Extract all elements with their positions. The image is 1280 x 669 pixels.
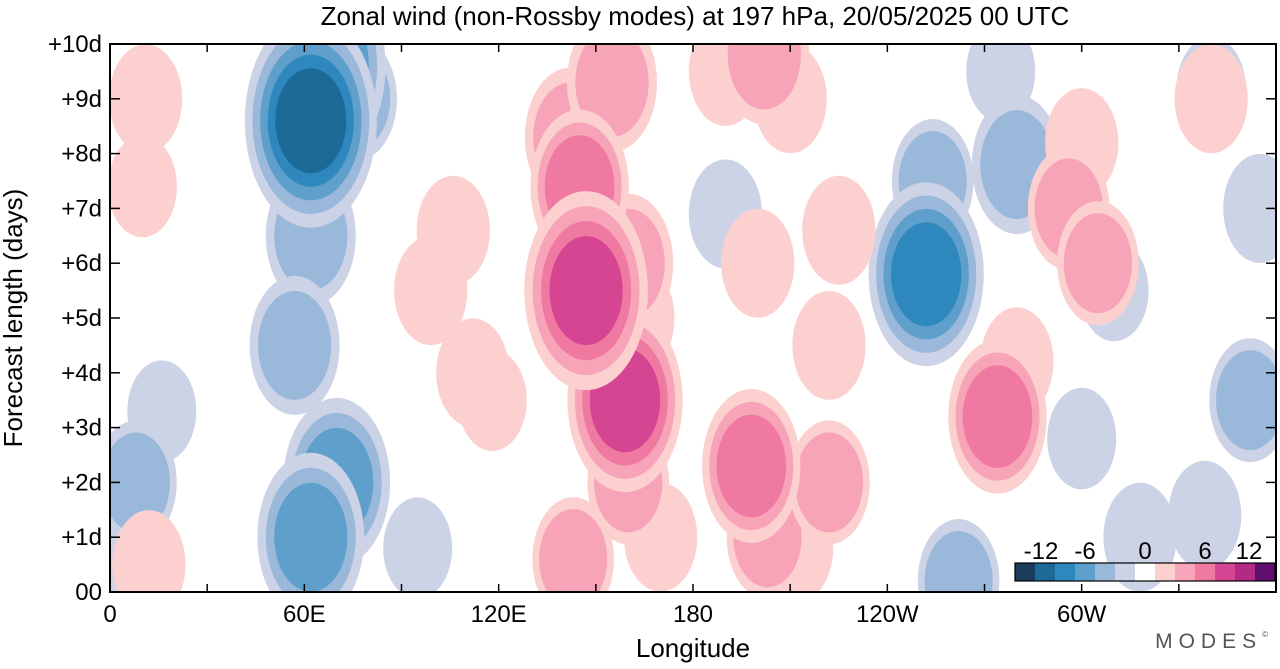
colorbar-swatch (1195, 563, 1216, 581)
colorbar-label: -6 (1074, 538, 1095, 565)
field-feature (1174, 44, 1248, 154)
colorbar-swatch (1075, 563, 1096, 581)
x-axis-ticks: 0 60E 120E 180 120W 60W (103, 44, 1277, 628)
chart-title: Zonal wind (non-Rossby modes) at 197 hPa… (321, 1, 1070, 31)
field-feature (110, 44, 183, 154)
field-feature (274, 482, 348, 592)
field-feature (962, 365, 1033, 468)
colorbar-swatch (1035, 563, 1056, 581)
colorbar-swatch (1055, 563, 1076, 581)
colorbar-label: 6 (1198, 538, 1211, 565)
field-feature (539, 509, 608, 592)
field-feature (1047, 387, 1117, 490)
modes-logo: MODES© (1155, 630, 1268, 653)
field-feature (792, 290, 866, 400)
y-axis-label: Forecast length (days) (0, 189, 28, 448)
negative-anomaly-fields (110, 44, 1276, 592)
field-feature (110, 432, 170, 533)
colorbar-swatch (1135, 563, 1156, 581)
field-feature (110, 135, 177, 238)
x-tick-label: 120E (471, 601, 527, 628)
y-tick-label: +5d (61, 305, 102, 332)
field-feature (794, 432, 864, 533)
colorbar: -12 -6 0 6 12 (1014, 538, 1276, 582)
y-tick-label: 00 (75, 579, 102, 606)
colorbar-swatch (1155, 563, 1176, 581)
x-axis-label: Longitude (636, 633, 750, 663)
field-feature (1168, 460, 1242, 570)
y-tick-label: +7d (61, 195, 102, 222)
y-tick-label: +4d (61, 360, 102, 387)
field-feature (416, 175, 490, 285)
colorbar-label: -12 (1024, 538, 1059, 565)
field-feature (258, 290, 332, 400)
colorbar-frame (1014, 562, 1276, 582)
y-tick-label: +10d (48, 31, 102, 58)
y-tick-label: +1d (61, 524, 102, 551)
field-feature (112, 510, 186, 592)
positive-anomaly-fields (110, 44, 1248, 592)
field-feature (721, 208, 795, 318)
field-feature (716, 414, 787, 518)
plot-area (110, 44, 1276, 592)
colorbar-swatch (1115, 563, 1136, 581)
x-tick-label: 60W (1057, 601, 1107, 628)
x-tick-label: 60E (283, 601, 326, 628)
y-tick-label: +3d (61, 415, 102, 442)
field-feature (275, 68, 347, 174)
colorbar-label: 0 (1138, 538, 1151, 565)
x-tick-label: 180 (673, 601, 713, 628)
y-tick-label: +8d (61, 141, 102, 168)
field-feature (1216, 350, 1276, 451)
y-axis-ticks: 00 +1d +2d +3d +4d +5d +6d +7d +8d +9d +10d (48, 31, 1276, 606)
x-tick-label: 120W (856, 601, 919, 628)
colorbar-swatch (1215, 563, 1236, 581)
field-feature (727, 44, 801, 110)
field-feature (891, 222, 962, 327)
y-tick-label: +2d (61, 469, 102, 496)
colorbar-swatch (1095, 563, 1116, 581)
field-feature (1063, 213, 1132, 314)
y-tick-label: +9d (61, 86, 102, 113)
colorbar-label: 12 (1236, 538, 1263, 565)
field-feature (1223, 153, 1276, 263)
field-feature (383, 497, 453, 592)
field-feature (436, 318, 510, 428)
colorbar-swatch (1015, 563, 1036, 581)
colorbar-swatch (1255, 563, 1276, 581)
y-tick-label: +6d (61, 250, 102, 277)
field-feature (802, 175, 876, 285)
x-tick-label: 0 (103, 601, 116, 628)
field-feature (924, 531, 993, 592)
field-feature (549, 236, 623, 346)
colorbar-swatch (1175, 563, 1196, 581)
colorbar-swatch (1235, 563, 1256, 581)
